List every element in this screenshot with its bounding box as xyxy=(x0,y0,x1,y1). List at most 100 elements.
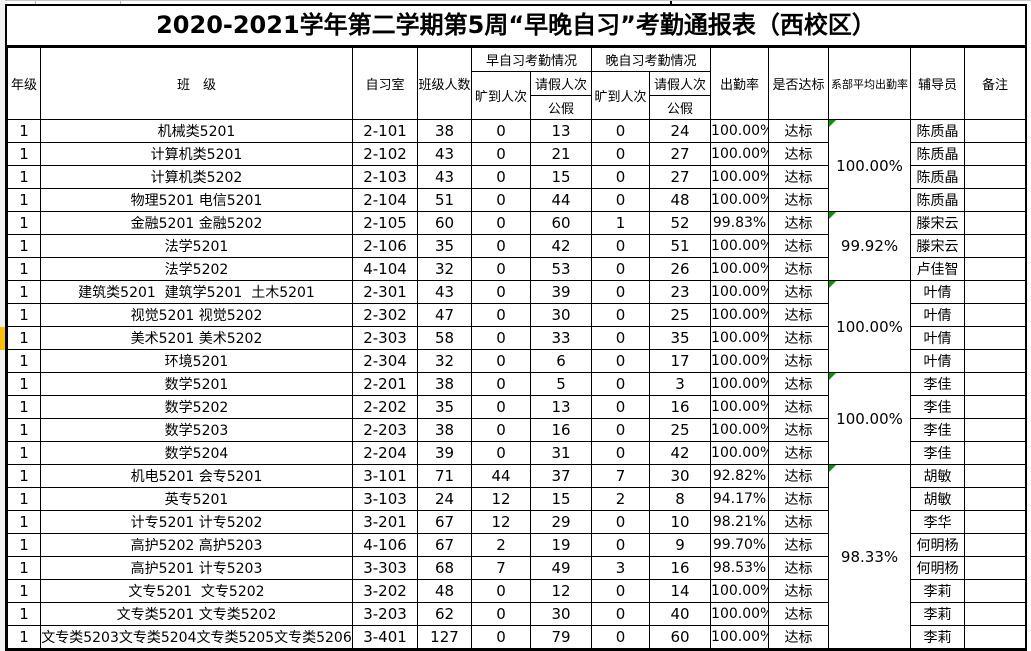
cell-remark[interactable] xyxy=(964,464,1027,488)
cell-morning-leave[interactable]: 37 xyxy=(529,464,593,488)
cell-study-room[interactable]: 4-104 xyxy=(352,257,418,281)
cell-morning-absent[interactable]: 0 xyxy=(471,188,531,212)
cell-counselor[interactable]: 李莉 xyxy=(910,579,966,603)
cell-evening-absent[interactable]: 0 xyxy=(591,349,651,373)
cell-class-name[interactable]: 计算机类5202 xyxy=(40,165,353,189)
cell-class-name[interactable]: 法学5201 xyxy=(40,234,353,258)
cell-morning-absent[interactable]: 0 xyxy=(471,211,531,235)
cell-standard-status[interactable]: 达标 xyxy=(768,326,830,350)
cell-evening-absent[interactable]: 7 xyxy=(591,464,651,488)
cell-remark[interactable] xyxy=(964,234,1027,258)
cell-counselor[interactable]: 陈质晶 xyxy=(910,119,966,143)
cell-evening-leave[interactable]: 51 xyxy=(649,234,712,258)
cell-class-size[interactable]: 39 xyxy=(417,441,472,465)
cell-morning-leave[interactable]: 6 xyxy=(529,349,593,373)
header-class[interactable]: 班 级 xyxy=(40,47,353,120)
cell-morning-absent[interactable]: 0 xyxy=(471,142,531,166)
cell-standard-status[interactable]: 达标 xyxy=(768,533,830,557)
cell-grade[interactable]: 1 xyxy=(7,303,41,327)
cell-study-room[interactable]: 2-202 xyxy=(352,395,418,419)
cell-evening-leave[interactable]: 42 xyxy=(649,441,712,465)
cell-class-name[interactable]: 计专5201 计专5202 xyxy=(40,510,353,534)
cell-evening-absent[interactable]: 0 xyxy=(591,418,651,442)
cell-class-name[interactable]: 机械类5201 xyxy=(40,119,353,143)
cell-morning-leave[interactable]: 31 xyxy=(529,441,593,465)
cell-attendance-rate[interactable]: 100.00% xyxy=(710,625,770,649)
cell-evening-absent[interactable]: 0 xyxy=(591,280,651,304)
header-morning-absent[interactable]: 旷到人次 xyxy=(471,71,531,120)
header-evening-group[interactable]: 晚自习考勤情况 xyxy=(591,47,712,72)
cell-attendance-rate[interactable]: 100.00% xyxy=(710,395,770,419)
header-evening-leave[interactable]: 请假人次 xyxy=(649,71,712,96)
cell-dept-avg-rate[interactable]: 100.00% xyxy=(828,280,912,373)
cell-morning-absent[interactable]: 0 xyxy=(471,326,531,350)
header-class-size[interactable]: 班级人数 xyxy=(417,47,472,120)
cell-attendance-rate[interactable]: 100.00% xyxy=(710,303,770,327)
cell-evening-leave[interactable]: 25 xyxy=(649,303,712,327)
cell-class-size[interactable]: 32 xyxy=(417,257,472,281)
cell-attendance-rate[interactable]: 100.00% xyxy=(710,165,770,189)
cell-standard-status[interactable]: 达标 xyxy=(768,418,830,442)
cell-morning-absent[interactable]: 0 xyxy=(471,625,531,649)
cell-morning-leave[interactable]: 79 xyxy=(529,625,593,649)
cell-class-size[interactable]: 127 xyxy=(417,625,472,649)
cell-grade[interactable]: 1 xyxy=(7,165,41,189)
cell-evening-absent[interactable]: 1 xyxy=(591,211,651,235)
cell-study-room[interactable]: 3-202 xyxy=(352,579,418,603)
cell-standard-status[interactable]: 达标 xyxy=(768,579,830,603)
cell-standard-status[interactable]: 达标 xyxy=(768,510,830,534)
cell-counselor[interactable]: 叶倩 xyxy=(910,349,966,373)
cell-morning-leave[interactable]: 15 xyxy=(529,165,593,189)
cell-study-room[interactable]: 2-106 xyxy=(352,234,418,258)
cell-evening-leave[interactable]: 16 xyxy=(649,556,712,580)
cell-counselor[interactable]: 叶倩 xyxy=(910,326,966,350)
cell-morning-leave[interactable]: 19 xyxy=(529,533,593,557)
cell-evening-leave[interactable]: 10 xyxy=(649,510,712,534)
cell-class-size[interactable]: 38 xyxy=(417,119,472,143)
cell-attendance-rate[interactable]: 100.00% xyxy=(710,188,770,212)
cell-class-size[interactable]: 62 xyxy=(417,602,472,626)
cell-attendance-rate[interactable]: 100.00% xyxy=(710,441,770,465)
cell-evening-leave[interactable]: 26 xyxy=(649,257,712,281)
cell-morning-absent[interactable]: 0 xyxy=(471,395,531,419)
cell-counselor[interactable]: 胡敏 xyxy=(910,464,966,488)
cell-morning-leave[interactable]: 44 xyxy=(529,188,593,212)
cell-study-room[interactable]: 2-304 xyxy=(352,349,418,373)
cell-standard-status[interactable]: 达标 xyxy=(768,119,830,143)
cell-evening-leave[interactable]: 27 xyxy=(649,142,712,166)
cell-counselor[interactable]: 李莉 xyxy=(910,602,966,626)
cell-attendance-rate[interactable]: 100.00% xyxy=(710,119,770,143)
cell-class-name[interactable]: 美术5201 美术5202 xyxy=(40,326,353,350)
cell-attendance-rate[interactable]: 100.00% xyxy=(710,142,770,166)
cell-grade[interactable]: 1 xyxy=(7,119,41,143)
cell-grade[interactable]: 1 xyxy=(7,142,41,166)
cell-study-room[interactable]: 3-203 xyxy=(352,602,418,626)
cell-counselor[interactable]: 叶倩 xyxy=(910,303,966,327)
cell-grade[interactable]: 1 xyxy=(7,487,41,511)
cell-evening-absent[interactable]: 0 xyxy=(591,579,651,603)
cell-evening-leave[interactable]: 9 xyxy=(649,533,712,557)
header-dept-avg-rate[interactable]: 系部平均出勤率 xyxy=(828,47,912,120)
cell-study-room[interactable]: 2-101 xyxy=(352,119,418,143)
cell-evening-leave[interactable]: 35 xyxy=(649,326,712,350)
cell-evening-leave[interactable]: 60 xyxy=(649,625,712,649)
cell-evening-absent[interactable]: 0 xyxy=(591,395,651,419)
cell-counselor[interactable]: 滕宋云 xyxy=(910,234,966,258)
cell-morning-leave[interactable]: 60 xyxy=(529,211,593,235)
cell-counselor[interactable]: 滕宋云 xyxy=(910,211,966,235)
cell-evening-leave[interactable]: 8 xyxy=(649,487,712,511)
cell-attendance-rate[interactable]: 100.00% xyxy=(710,234,770,258)
cell-attendance-rate[interactable]: 100.00% xyxy=(710,602,770,626)
cell-class-name[interactable]: 文专类5201 文专类5202 xyxy=(40,602,353,626)
cell-class-name[interactable]: 计算机类5201 xyxy=(40,142,353,166)
cell-morning-leave[interactable]: 13 xyxy=(529,395,593,419)
cell-evening-absent[interactable]: 0 xyxy=(591,119,651,143)
cell-evening-leave[interactable]: 17 xyxy=(649,349,712,373)
cell-standard-status[interactable]: 达标 xyxy=(768,303,830,327)
cell-attendance-rate[interactable]: 100.00% xyxy=(710,579,770,603)
cell-class-name[interactable]: 机电5201 会专5201 xyxy=(40,464,353,488)
cell-evening-absent[interactable]: 0 xyxy=(591,142,651,166)
cell-study-room[interactable]: 3-303 xyxy=(352,556,418,580)
cell-evening-absent[interactable]: 0 xyxy=(591,234,651,258)
cell-remark[interactable] xyxy=(964,556,1027,580)
